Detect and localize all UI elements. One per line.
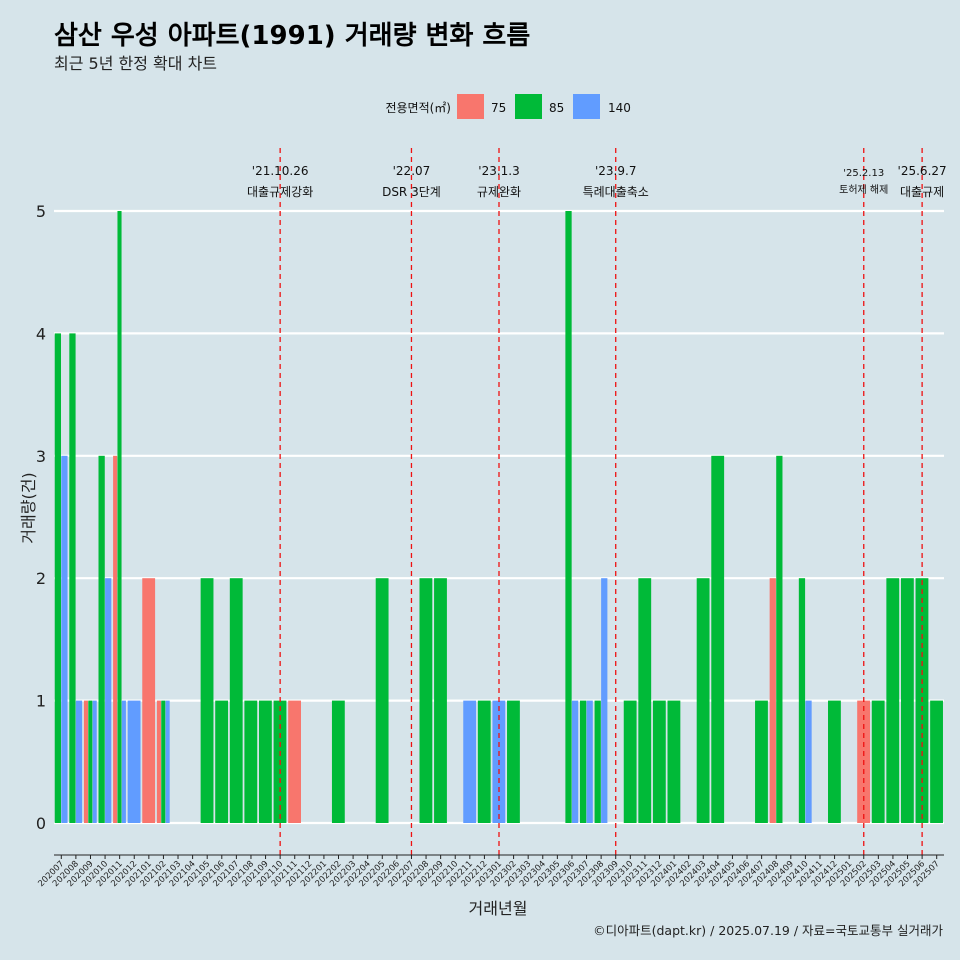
bar-202009-75 [83,700,88,823]
x-axis: 2020072020082020092020102020112020122021… [36,854,944,889]
bar-202307-85 [579,700,587,823]
event-label: DSR 3단계 [382,185,441,199]
bar-202102-75 [156,700,161,823]
bar-202208-85 [419,578,433,823]
bar-202408-85 [776,455,783,823]
event-label: 토허제 해제 [839,183,888,196]
bar-202007-85 [54,333,61,823]
bar-202412-85 [828,700,841,823]
event-markers: '21.10.26 대출규제강화 '22.07 DSR 3단계 '23.1.3 규제완화 '… [247,148,947,855]
bar-202107-85 [229,578,243,823]
bar-202202-85 [331,700,345,823]
bar-202310-85 [623,700,637,823]
bar-202009-140 [92,700,97,823]
legend-swatch-140 [573,94,600,119]
bar-202105-85 [200,578,214,823]
bar-202008-140 [75,700,83,823]
bar-202010-140 [105,578,112,823]
bar-202007-140 [61,455,68,823]
bar-202111-75 [288,700,302,823]
bar-202211-140 [463,700,477,823]
event-date: '23.1.3 [478,164,519,178]
caption: ©디아파트(dapt.kr) / 2025.07.19 / 자료=국토교통부 실… [593,923,943,938]
bar-202407-85 [755,700,768,823]
bar-202311-85 [638,578,652,823]
bar-202404-85 [711,455,725,823]
chart-subtitle: 최근 5년 한정 확대 차트 [54,54,217,73]
y-tick-label: 0 [36,814,46,833]
x-axis-title: 거래년월 [469,899,528,918]
bar-202307-140 [586,700,593,823]
bar-202408-75 [769,578,776,823]
bar-202108-85 [244,700,258,823]
bar-202011-85 [117,211,122,823]
event-label: 규제완화 [477,185,521,199]
bar-202102-85 [161,700,166,823]
bar-202011-140 [121,700,126,823]
event-label: 대출규제강화 [247,185,313,199]
legend-label-75: 75 [491,101,506,115]
bar-202106-85 [215,700,229,823]
bar-202410-140 [805,700,812,823]
legend-label-140: 140 [608,101,631,115]
bar-202209-85 [434,578,447,823]
bar-202302-85 [507,700,520,823]
bar-202504-85 [886,578,900,823]
bar-202401-85 [667,700,681,823]
y-tick-label: 4 [36,324,46,343]
bar-202306-85 [565,211,572,823]
y-axis-title: 거래량(건) [19,472,38,543]
bar-202308-85 [594,700,601,823]
event-date: '22.07 [393,164,431,178]
y-tick-label: 1 [36,692,46,711]
legend: 전용면적(㎡) 75 85 140 [385,94,631,119]
bar-202312-85 [652,700,666,823]
bar-202012-140 [127,700,141,823]
bar-202102-140 [165,700,170,823]
bar-202205-85 [375,578,389,823]
event-date: '23.9.7 [595,164,636,178]
bar-202410-85 [798,578,806,823]
bar-202008-85 [69,333,76,823]
event-label: 대출규제 [900,185,944,199]
bar-202403-85 [696,578,710,823]
y-tick-label: 2 [36,569,46,588]
bar-202308-140 [601,578,608,823]
y-tick-label: 3 [36,447,46,466]
bar-202212-85 [477,700,491,823]
y-tick-label: 5 [36,202,46,221]
event-date: '25.6.27 [898,164,947,178]
chart-title: 삼산 우성 아파트(1991) 거래량 변화 흐름 [54,21,530,51]
bar-202009-85 [88,700,93,823]
bar-202306-140 [571,700,579,823]
event-date: '25.2.13 [843,168,884,179]
legend-swatch-75 [457,94,484,119]
bar-202507-85 [930,700,943,823]
event-label: 특례대출축소 [583,185,649,199]
legend-label-85: 85 [549,101,564,115]
bar-202503-85 [871,700,885,823]
event-date: '21.10.26 [252,164,309,178]
bar-202011-75 [113,455,118,823]
bar-202010-85 [98,455,105,823]
bar-202109-85 [258,700,272,823]
legend-swatch-85 [515,94,542,119]
legend-title: 전용면적(㎡) [385,101,451,115]
bar-202101-75 [142,578,156,823]
y-axis: 0 1 2 3 4 5 [36,202,46,833]
bar-202505-85 [900,578,914,823]
